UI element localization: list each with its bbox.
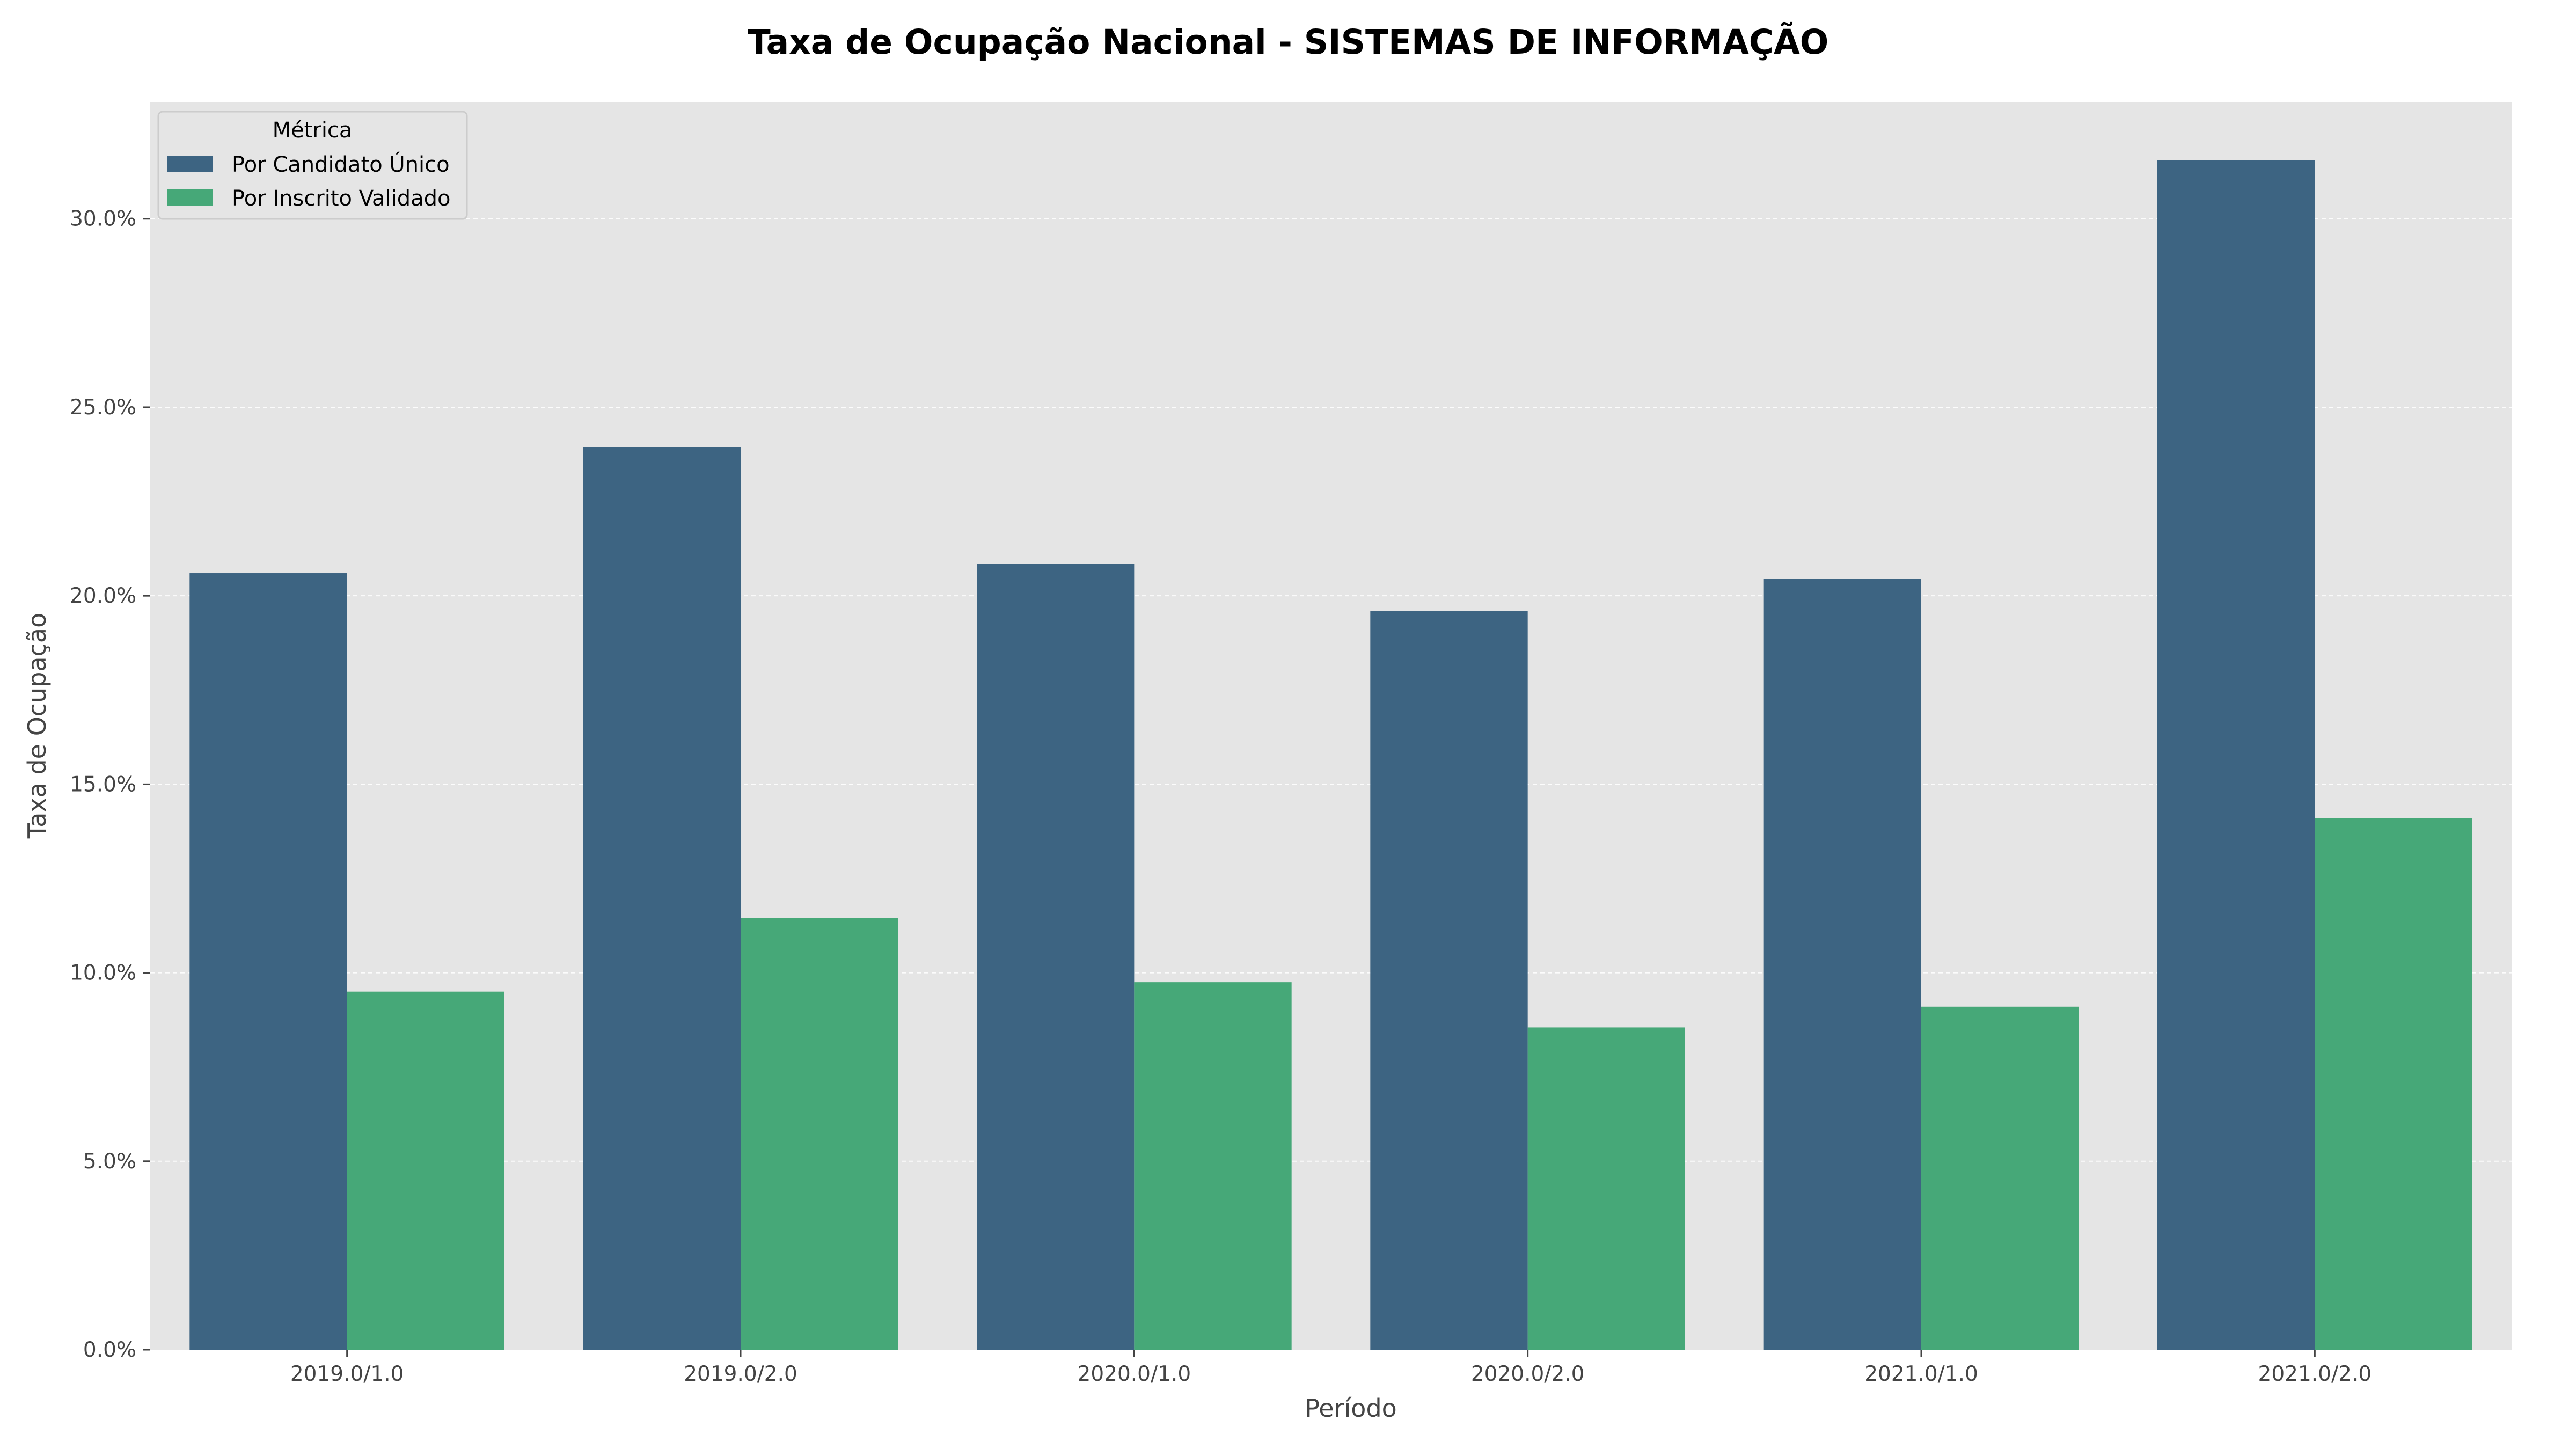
y-axis: 0.0% 5.0% 10.0% 15.0% 20.0% 25.0% 30.0% [70, 207, 150, 1362]
legend: Métrica Por Candidato Único Por Inscrito… [157, 111, 468, 220]
y-tick-label: 5.0% [83, 1150, 136, 1174]
bar-por-candidato-unico [1763, 579, 1921, 1350]
x-tick-label: 2021.0/2.0 [2258, 1362, 2372, 1386]
bar-por-inscrito-validado [1527, 1027, 1685, 1350]
x-tick-label: 2020.0/2.0 [1471, 1362, 1585, 1386]
bar-por-candidato-unico [583, 447, 741, 1350]
legend-title: Métrica [273, 118, 353, 143]
y-tick-label: 0.0% [83, 1338, 136, 1362]
bars [189, 160, 2472, 1350]
legend-label-por-candidato-unico: Por Candidato Único [232, 151, 450, 177]
x-axis-label: Período [1305, 1394, 1397, 1423]
y-tick-label: 15.0% [70, 772, 136, 796]
bar-por-candidato-unico [977, 564, 1135, 1350]
grid-lines [150, 218, 2512, 1162]
x-tick-label: 2019.0/1.0 [290, 1362, 404, 1386]
plot-area [150, 102, 2512, 1350]
bar-por-inscrito-validado [1921, 1006, 2079, 1350]
x-tick-label: 2019.0/2.0 [684, 1362, 797, 1386]
legend-swatch-por-inscrito-validado [167, 189, 213, 206]
legend-swatch-por-candidato-unico [167, 156, 213, 172]
x-tick-label: 2020.0/1.0 [1078, 1362, 1191, 1386]
bar-por-candidato-unico [1370, 611, 1528, 1350]
legend-box [157, 111, 468, 220]
bar-por-inscrito-validado [1134, 982, 1292, 1350]
y-axis-label: Taxa de Ocupação [23, 613, 52, 839]
bar-por-candidato-unico [2157, 160, 2315, 1350]
bar-por-candidato-unico [189, 573, 347, 1350]
bar-por-inscrito-validado [2315, 818, 2472, 1350]
chart-title: Taxa de Ocupação Nacional - SISTEMAS DE … [748, 23, 1829, 62]
bar-por-inscrito-validado [347, 991, 504, 1350]
legend-label-por-inscrito-validado: Por Inscrito Validado [232, 186, 451, 211]
x-tick-label: 2021.0/1.0 [1864, 1362, 1978, 1386]
x-axis: 2019.0/1.0 2019.0/2.0 2020.0/1.0 2020.0/2.0… [290, 1350, 2372, 1386]
y-tick-label: 20.0% [70, 584, 136, 608]
y-tick-label: 30.0% [70, 207, 136, 231]
y-tick-label: 25.0% [70, 396, 136, 420]
bar-por-inscrito-validado [741, 918, 898, 1350]
y-tick-label: 10.0% [70, 961, 136, 985]
